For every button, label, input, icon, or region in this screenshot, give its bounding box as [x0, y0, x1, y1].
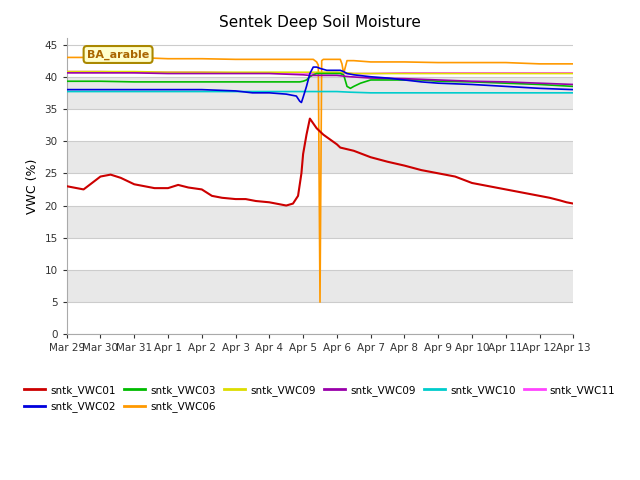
Legend: sntk_VWC01, sntk_VWC02, sntk_VWC03, sntk_VWC06, sntk_VWC09, sntk_VWC09, sntk_VWC: sntk_VWC01, sntk_VWC02, sntk_VWC03, sntk…	[20, 381, 620, 416]
Bar	[67, 302, 573, 334]
Bar	[67, 38, 573, 77]
Bar	[67, 173, 573, 205]
Bar	[67, 109, 573, 141]
Bar	[67, 205, 573, 238]
Bar	[67, 77, 573, 109]
Bar	[67, 238, 573, 270]
Bar	[67, 141, 573, 173]
Title: Sentek Deep Soil Moisture: Sentek Deep Soil Moisture	[219, 15, 421, 30]
Bar	[67, 270, 573, 302]
Text: BA_arable: BA_arable	[87, 49, 149, 60]
Y-axis label: VWC (%): VWC (%)	[26, 158, 39, 214]
